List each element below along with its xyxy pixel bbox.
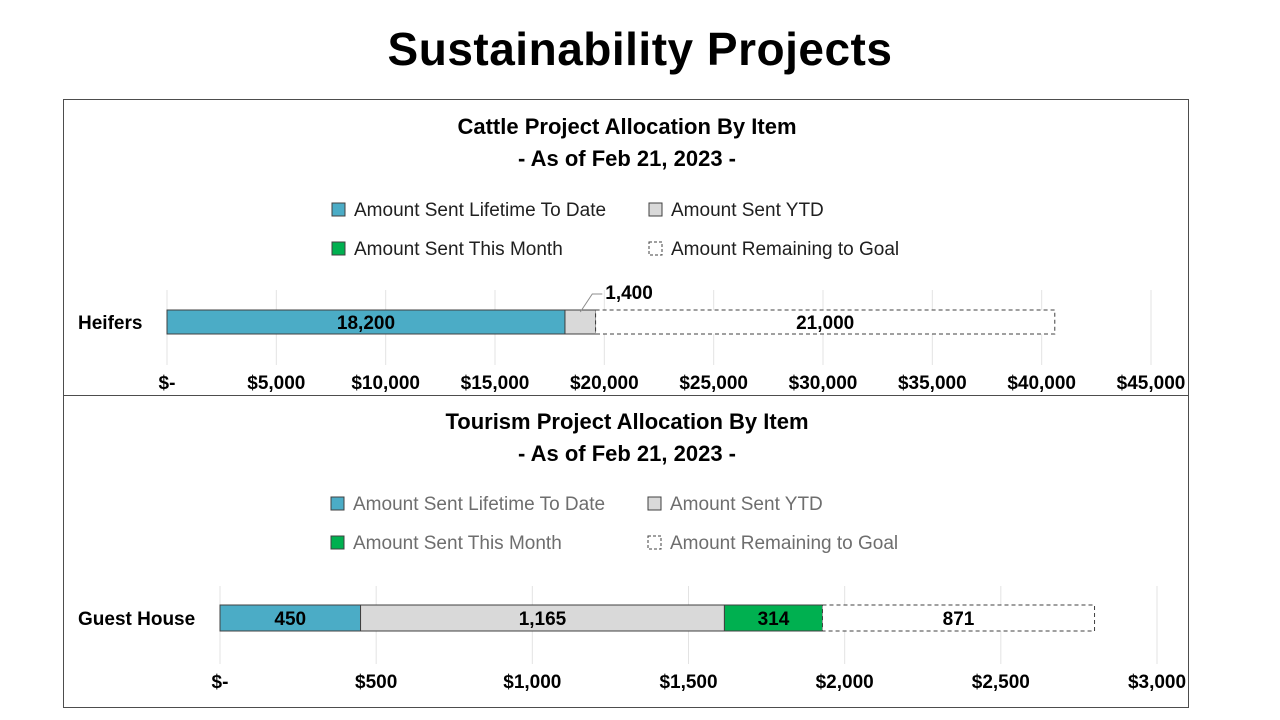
cattle-data-label-ytd: 1,400 xyxy=(605,283,653,304)
cattle-data-label-lifetime: 18,200 xyxy=(337,313,395,334)
cattle-x-tick-label-2: $10,000 xyxy=(351,373,420,394)
cattle-x-tick-label-5: $25,000 xyxy=(679,373,748,394)
tourism-chart-title: Tourism Project Allocation By Item xyxy=(445,409,808,434)
tourism-legend-swatch-month xyxy=(330,535,345,550)
cattle-callout-line-ytd xyxy=(579,293,603,313)
cattle-legend-swatch-ytd xyxy=(648,202,663,217)
cattle-legend-swatch-lifetime xyxy=(331,202,346,217)
cattle-x-tick-label-9: $45,000 xyxy=(1117,373,1186,394)
tourism-chart-panel: Tourism Project Allocation By Item - As o… xyxy=(63,395,1189,708)
cattle-chart-panel: Cattle Project Allocation By Item - As of… xyxy=(63,99,1189,396)
tourism-legend-label-remaining: Amount Remaining to Goal xyxy=(670,533,898,554)
cattle-data-label-remaining: 21,000 xyxy=(796,313,854,334)
tourism-chart-subtitle: - As of Feb 21, 2023 - xyxy=(518,441,736,466)
tourism-legend-label-month: Amount Sent This Month xyxy=(353,533,562,554)
cattle-x-tick-label-6: $30,000 xyxy=(789,373,858,394)
cattle-chart-title: Cattle Project Allocation By Item xyxy=(457,114,796,139)
cattle-x-tick-label-1: $5,000 xyxy=(247,373,305,394)
tourism-x-tick-label-3: $1,500 xyxy=(659,672,717,693)
tourism-data-label-month: 314 xyxy=(758,609,790,630)
tourism-x-tick-label-1: $500 xyxy=(355,672,397,693)
tourism-category-label: Guest House xyxy=(78,609,195,630)
cattle-category-label: Heifers xyxy=(78,313,142,334)
cattle-legend-swatch-remaining xyxy=(648,241,663,256)
page-title: Sustainability Projects xyxy=(387,23,893,75)
cattle-bar-ytd xyxy=(564,309,597,335)
cattle-x-tick-label-0: $- xyxy=(159,373,176,394)
tourism-chart: Tourism Project Allocation By Item - As o… xyxy=(78,409,1186,693)
tourism-x-tick-label-0: $- xyxy=(212,672,229,693)
cattle-x-tick-label-4: $20,000 xyxy=(570,373,639,394)
cattle-bar-remaining xyxy=(595,309,1056,335)
tourism-bar-remaining xyxy=(821,604,1096,632)
tourism-x-tick-label-2: $1,000 xyxy=(503,672,561,693)
tourism-bar-ytd xyxy=(360,604,725,632)
tourism-data-label-lifetime: 450 xyxy=(274,609,306,630)
tourism-data-label-remaining: 871 xyxy=(943,609,975,630)
cattle-legend-label-remaining: Amount Remaining to Goal xyxy=(671,239,899,260)
cattle-legend-label-ytd: Amount Sent YTD xyxy=(671,200,824,221)
cattle-legend-label-month: Amount Sent This Month xyxy=(354,239,563,260)
tourism-bar-lifetime xyxy=(219,604,362,632)
tourism-legend-label-ytd: Amount Sent YTD xyxy=(670,494,823,515)
tourism-legend-swatch-lifetime xyxy=(330,496,345,511)
tourism-x-tick-label-6: $3,000 xyxy=(1128,672,1186,693)
cattle-x-tick-label-8: $40,000 xyxy=(1007,373,1076,394)
tourism-x-tick-label-4: $2,000 xyxy=(816,672,874,693)
cattle-x-tick-label-3: $15,000 xyxy=(461,373,530,394)
tourism-legend-label-lifetime: Amount Sent Lifetime To Date xyxy=(353,494,605,515)
tourism-legend-swatch-ytd xyxy=(647,496,662,511)
cattle-x-tick-label-7: $35,000 xyxy=(898,373,967,394)
tourism-bar-month xyxy=(723,604,823,632)
tourism-x-tick-label-5: $2,500 xyxy=(972,672,1030,693)
cattle-chart-subtitle: - As of Feb 21, 2023 - xyxy=(518,146,736,171)
cattle-legend-swatch-month xyxy=(331,241,346,256)
tourism-legend-swatch-remaining xyxy=(647,535,662,550)
cattle-chart: Cattle Project Allocation By Item - As of… xyxy=(78,114,1186,394)
tourism-data-label-ytd: 1,165 xyxy=(519,609,567,630)
cattle-legend-label-lifetime: Amount Sent Lifetime To Date xyxy=(354,200,606,221)
